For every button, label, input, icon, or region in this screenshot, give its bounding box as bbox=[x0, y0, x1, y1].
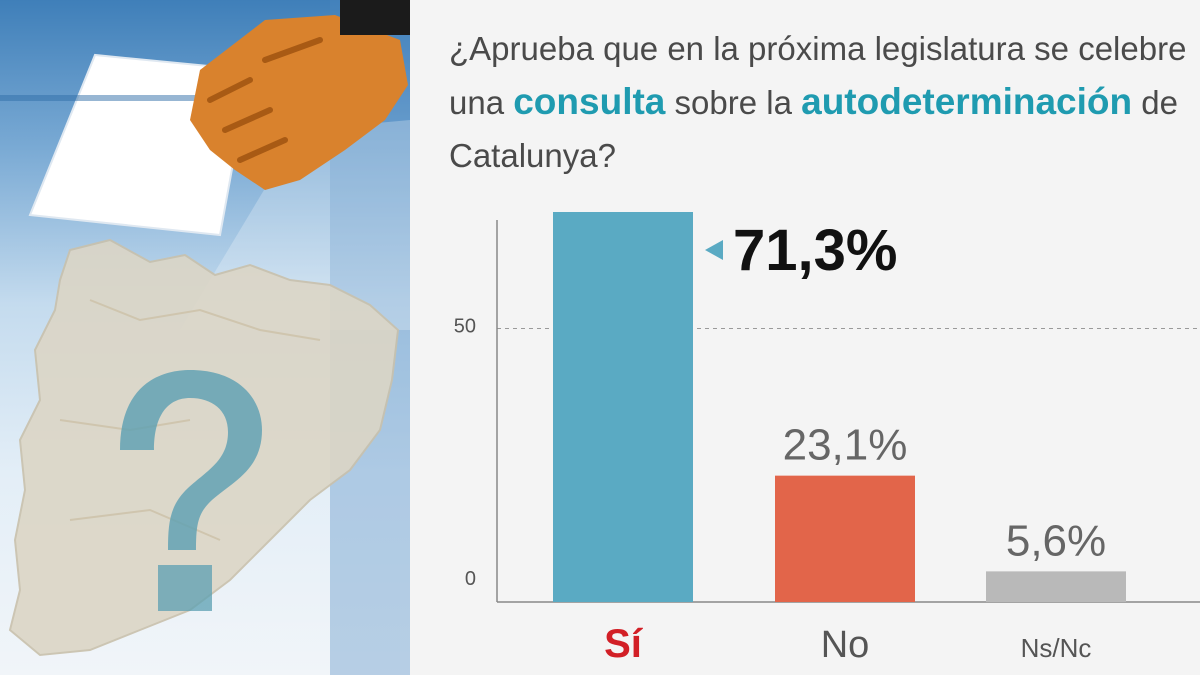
bar-1 bbox=[775, 475, 915, 602]
question-text-2: sobre la bbox=[665, 84, 802, 121]
value-label-2: 5,6% bbox=[1006, 516, 1106, 565]
question-highlight-consulta: consulta bbox=[513, 81, 666, 122]
bar-chart: 0 50 71,3% 23,1% 5,6% Sí No Ns/Nc bbox=[454, 212, 1200, 666]
ballot-illustration bbox=[0, 0, 410, 675]
vote-map-illustration bbox=[0, 0, 410, 675]
question-mark-icon bbox=[120, 370, 262, 611]
bar-0 bbox=[553, 212, 693, 602]
survey-question: ¿Aprueba que en la próxima legislatura s… bbox=[449, 22, 1189, 182]
value-pointer bbox=[705, 240, 723, 260]
hand-illustration bbox=[190, 0, 410, 190]
value-label-si: 71,3% bbox=[733, 218, 897, 283]
bar-2 bbox=[986, 571, 1126, 602]
question-text-3: de Catalunya? bbox=[449, 84, 1178, 174]
catalonia-map bbox=[8, 238, 400, 657]
value-label-1: 23,1% bbox=[783, 421, 908, 470]
category-label-0: Sí bbox=[604, 622, 644, 666]
category-label-1: No bbox=[821, 624, 870, 666]
y-tick-label: 50 bbox=[454, 316, 476, 338]
question-text-1: ¿Aprueba que en la próxima legislatura s… bbox=[449, 30, 1187, 121]
category-label-2: Ns/Nc bbox=[1021, 633, 1092, 663]
question-highlight-autodeterminacion: autodeterminación bbox=[801, 81, 1133, 122]
y-tick-label: 0 bbox=[465, 568, 476, 590]
